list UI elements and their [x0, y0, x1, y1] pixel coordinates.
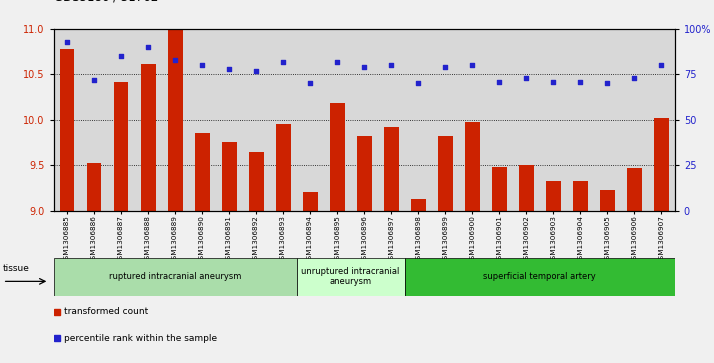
Bar	[411, 199, 426, 211]
Bar	[221, 142, 236, 211]
Point	[628, 75, 640, 81]
Point	[304, 81, 316, 86]
Bar	[573, 182, 588, 211]
Point	[223, 66, 235, 72]
Bar	[60, 49, 74, 211]
Point	[548, 79, 559, 85]
Bar	[600, 189, 615, 211]
Point	[466, 62, 478, 68]
Text: superficial temporal artery: superficial temporal artery	[483, 272, 596, 281]
Bar	[465, 122, 480, 211]
Bar	[330, 103, 345, 211]
Point	[413, 81, 424, 86]
Text: percentile rank within the sample: percentile rank within the sample	[64, 334, 218, 343]
Text: tissue: tissue	[3, 264, 29, 273]
Point	[439, 64, 451, 70]
Bar	[248, 151, 263, 211]
Point	[575, 79, 586, 85]
Point	[521, 75, 532, 81]
Point	[142, 44, 154, 50]
Bar	[627, 168, 642, 211]
Bar	[114, 82, 129, 211]
Bar	[519, 165, 533, 211]
Text: transformed count: transformed count	[64, 307, 149, 316]
Bar	[141, 64, 156, 211]
Point	[493, 79, 505, 85]
Bar	[168, 20, 183, 211]
Point	[278, 59, 289, 65]
Bar	[405, 258, 675, 296]
Bar	[303, 192, 318, 211]
Point	[89, 77, 100, 83]
Text: ruptured intracranial aneurysm: ruptured intracranial aneurysm	[109, 272, 241, 281]
Text: GDS5186 / 31762: GDS5186 / 31762	[54, 0, 158, 4]
Point	[169, 57, 181, 63]
Bar	[492, 167, 507, 211]
Bar	[357, 136, 371, 211]
Bar	[654, 118, 668, 211]
Bar	[545, 182, 560, 211]
Bar	[276, 125, 291, 211]
Point	[116, 53, 127, 59]
Point	[655, 62, 667, 68]
Bar	[296, 258, 405, 296]
Bar	[86, 163, 101, 211]
Bar	[438, 136, 453, 211]
Bar	[54, 258, 296, 296]
Point	[601, 81, 613, 86]
Point	[386, 62, 397, 68]
Text: unruptured intracranial
aneurysm: unruptured intracranial aneurysm	[301, 267, 400, 286]
Point	[358, 64, 370, 70]
Bar	[195, 133, 209, 211]
Point	[61, 39, 73, 45]
Point	[251, 68, 262, 74]
Point	[331, 59, 343, 65]
Point	[196, 62, 208, 68]
Bar	[383, 127, 398, 211]
